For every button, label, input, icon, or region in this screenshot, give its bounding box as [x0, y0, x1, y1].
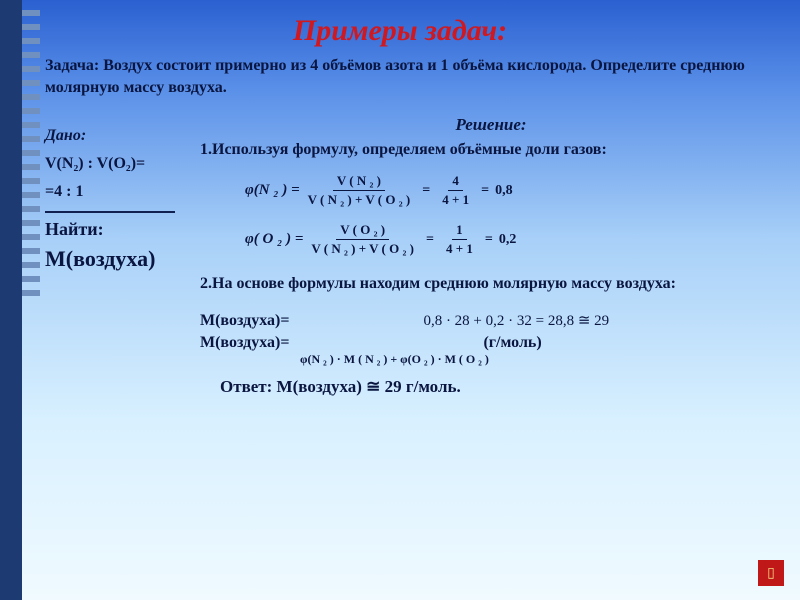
m-label: М(воздуха)=	[200, 334, 289, 351]
fraction: V ( O ₂ ) V ( N ₂ ) + V ( O ₂ )	[311, 222, 414, 257]
result: 0,2	[499, 232, 517, 248]
decor-dash	[22, 66, 40, 72]
divider	[45, 211, 175, 213]
decor-dash	[22, 94, 40, 100]
next-slide-button[interactable]: ▯	[758, 560, 784, 586]
calculation: 0,8 · 28 + 0,2 · 32 = 28,8 ≅ 29	[423, 313, 609, 329]
decor-dash	[22, 52, 40, 58]
solution-label: Решение:	[200, 115, 782, 135]
decor-dash	[22, 10, 40, 16]
decor-dash	[22, 150, 40, 156]
formula-general: φ(N ₂ ) · M ( N ₂ ) + φ(O ₂ ) · M ( O ₂ …	[300, 352, 782, 367]
decor-dash	[22, 136, 40, 142]
equals: =	[426, 232, 434, 248]
decor-dash	[22, 234, 40, 240]
lhs: φ(N ₂ ) =	[245, 182, 300, 199]
decor-dash	[22, 164, 40, 170]
sidebar-decor	[0, 0, 22, 600]
given-line: =4 : 1	[45, 183, 190, 201]
decor-dash	[22, 248, 40, 254]
fraction: 1 4 + 1	[446, 222, 473, 257]
given-line: V(N₂) : V(O₂)=	[45, 155, 190, 173]
given-label: Дано:	[45, 127, 190, 145]
equals: =	[485, 232, 493, 248]
equals: =	[422, 183, 430, 199]
find-label: Найти:	[45, 219, 190, 240]
m-air-row: М(воздуха)= (г/моль)	[200, 334, 782, 352]
fraction: V ( N ₂ ) V ( N ₂ ) + V ( O ₂ )	[308, 173, 411, 208]
decor-dash	[22, 276, 40, 282]
decor-dash	[22, 122, 40, 128]
unit: (г/моль)	[483, 334, 541, 351]
decor-dash	[22, 24, 40, 30]
lhs: φ( O ₂ ) =	[245, 231, 303, 248]
step-2: 2.На основе формулы находим среднюю моля…	[200, 275, 782, 293]
answer: Ответ: М(воздуха) ≅ 29 г/моль.	[220, 377, 782, 397]
result: 0,8	[495, 183, 513, 199]
slide-title: Примеры задач:	[0, 0, 800, 48]
decor-dash	[22, 38, 40, 44]
decor-dash	[22, 206, 40, 212]
decor-dash	[22, 80, 40, 86]
equals: =	[481, 183, 489, 199]
nav-icon: ▯	[767, 565, 775, 582]
formula-phi-o2: φ( O ₂ ) = V ( O ₂ ) V ( N ₂ ) + V ( O ₂…	[245, 222, 782, 257]
decor-dash	[22, 262, 40, 268]
decor-dash	[22, 178, 40, 184]
m-air-row: М(воздуха)= 0,8 · 28 + 0,2 · 32 = 28,8 ≅…	[200, 311, 782, 330]
decor-dash	[22, 220, 40, 226]
step-1: 1.Используя формулу, определяем объёмные…	[200, 141, 782, 159]
decor-dash	[22, 108, 40, 114]
m-label: М(воздуха)=	[200, 312, 289, 329]
solution-column: Решение: 1.Используя формулу, определяем…	[200, 115, 782, 397]
decor-dash	[22, 290, 40, 296]
problem-text: Задача: Воздух состоит примерно из 4 объ…	[45, 55, 782, 98]
slide-content: Задача: Воздух состоит примерно из 4 объ…	[45, 55, 782, 98]
given-column: Дано: V(N₂) : V(O₂)= =4 : 1 Найти: М(воз…	[45, 127, 190, 272]
fraction: 4 4 + 1	[442, 173, 469, 208]
formula-phi-n2: φ(N ₂ ) = V ( N ₂ ) V ( N ₂ ) + V ( O ₂ …	[245, 173, 782, 208]
decor-dash	[22, 192, 40, 198]
find-value: М(воздуха)	[45, 246, 190, 272]
